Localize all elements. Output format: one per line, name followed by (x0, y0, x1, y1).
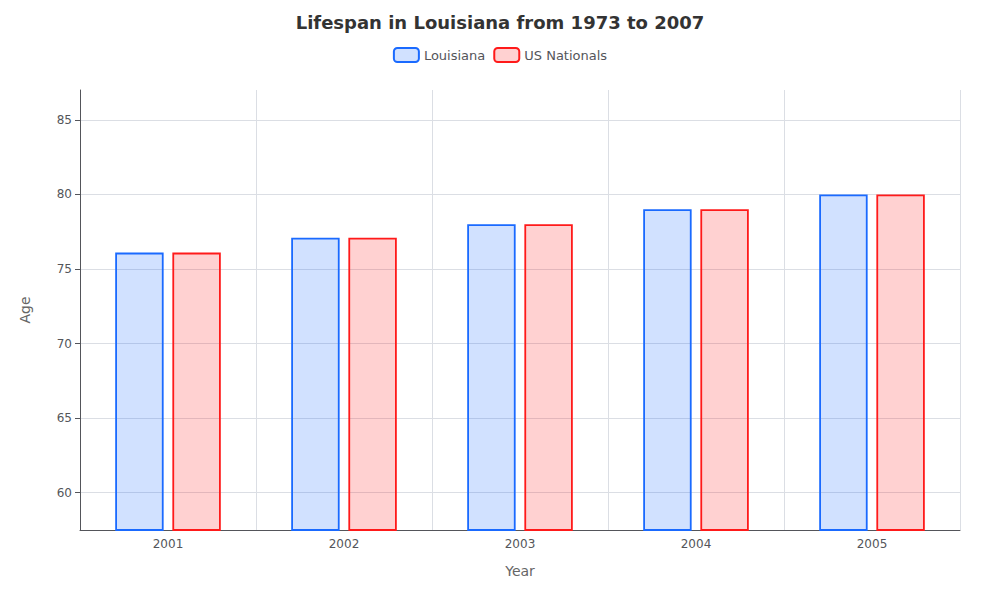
svg-text:2002: 2002 (329, 537, 360, 551)
svg-text:60: 60 (57, 486, 72, 500)
svg-text:2005: 2005 (857, 537, 888, 551)
svg-text:Louisiana: Louisiana (424, 48, 485, 63)
svg-text:Year: Year (504, 563, 535, 579)
svg-text:75: 75 (57, 262, 72, 276)
svg-text:Lifespan in Louisiana from 197: Lifespan in Louisiana from 1973 to 2007 (296, 12, 705, 33)
svg-text:85: 85 (57, 113, 72, 127)
svg-text:US Nationals: US Nationals (524, 48, 607, 63)
svg-text:2001: 2001 (153, 537, 184, 551)
svg-text:2003: 2003 (505, 537, 536, 551)
svg-text:2004: 2004 (681, 537, 712, 551)
svg-text:70: 70 (57, 337, 72, 351)
svg-text:Age: Age (17, 296, 33, 323)
svg-text:80: 80 (57, 187, 72, 201)
svg-text:65: 65 (57, 411, 72, 425)
